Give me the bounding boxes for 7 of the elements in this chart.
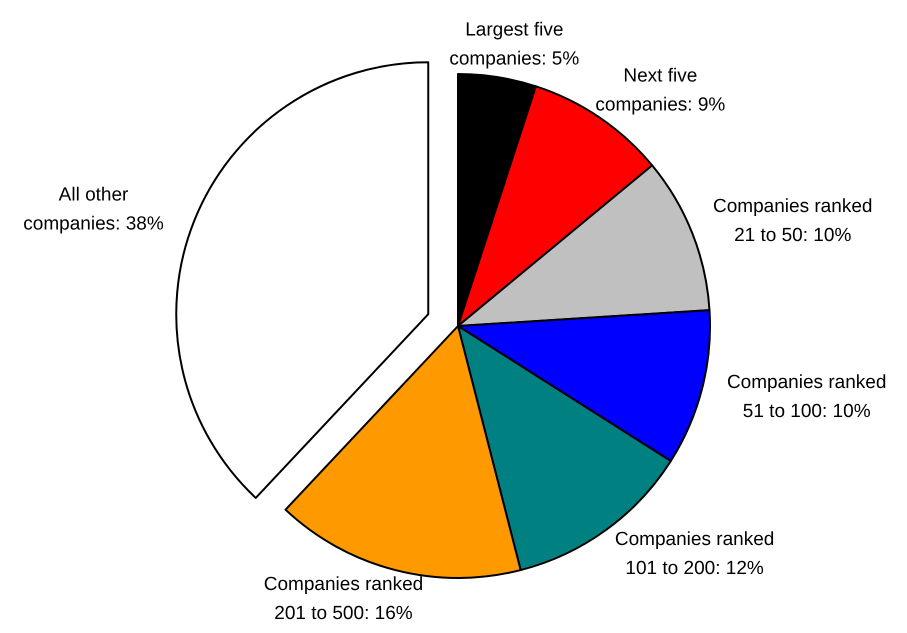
slice-label: All other companies: 38% xyxy=(23,184,164,234)
slice-label: Companies ranked 51 to 100: 10% xyxy=(726,372,886,422)
slice-label: Companies ranked 21 to 50: 10% xyxy=(712,196,872,246)
slice-label: Largest five companies: 5% xyxy=(449,20,580,70)
slice-label: Companies ranked 101 to 200: 12% xyxy=(614,529,774,580)
slice-label: Companies ranked 201 to 500: 16% xyxy=(264,574,424,624)
slice-label: Next five companies: 9% xyxy=(595,65,726,116)
